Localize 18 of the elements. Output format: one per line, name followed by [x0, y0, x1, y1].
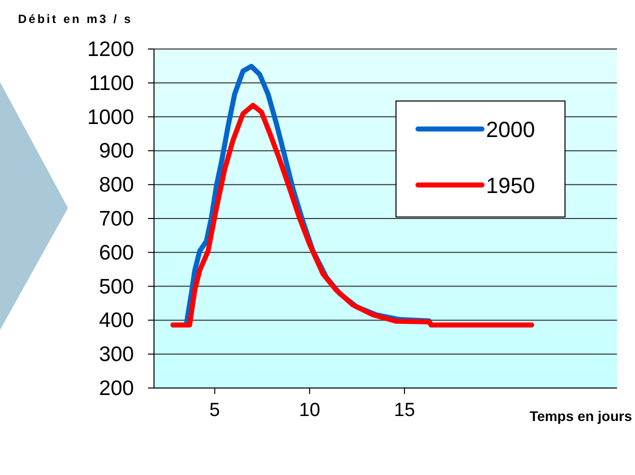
y-tick-label: 600 [98, 241, 134, 264]
x-tick-label: 5 [209, 400, 220, 421]
x-tick-label: 10 [299, 400, 320, 421]
legend-label: 1950 [486, 173, 535, 198]
y-tick-label: 900 [98, 140, 134, 163]
y-tick-label: 1200 [87, 38, 134, 61]
y-tick-label: 1000 [87, 106, 134, 129]
y-tick-label: 1100 [88, 72, 134, 95]
y-tick-label: 300 [98, 343, 134, 366]
y-tick-label: 800 [98, 174, 134, 197]
y-tick-label: 200 [98, 377, 134, 400]
y-tick-label: 700 [98, 208, 134, 230]
y-tick-label: 500 [98, 275, 134, 298]
y-tick-label: 400 [98, 309, 134, 332]
x-tick-label: 15 [394, 400, 416, 421]
y-axis-title: Débit en m3 / s [18, 12, 133, 26]
x-axis-title: Temps en jours [530, 408, 632, 424]
legend-label: 2000 [486, 117, 535, 142]
